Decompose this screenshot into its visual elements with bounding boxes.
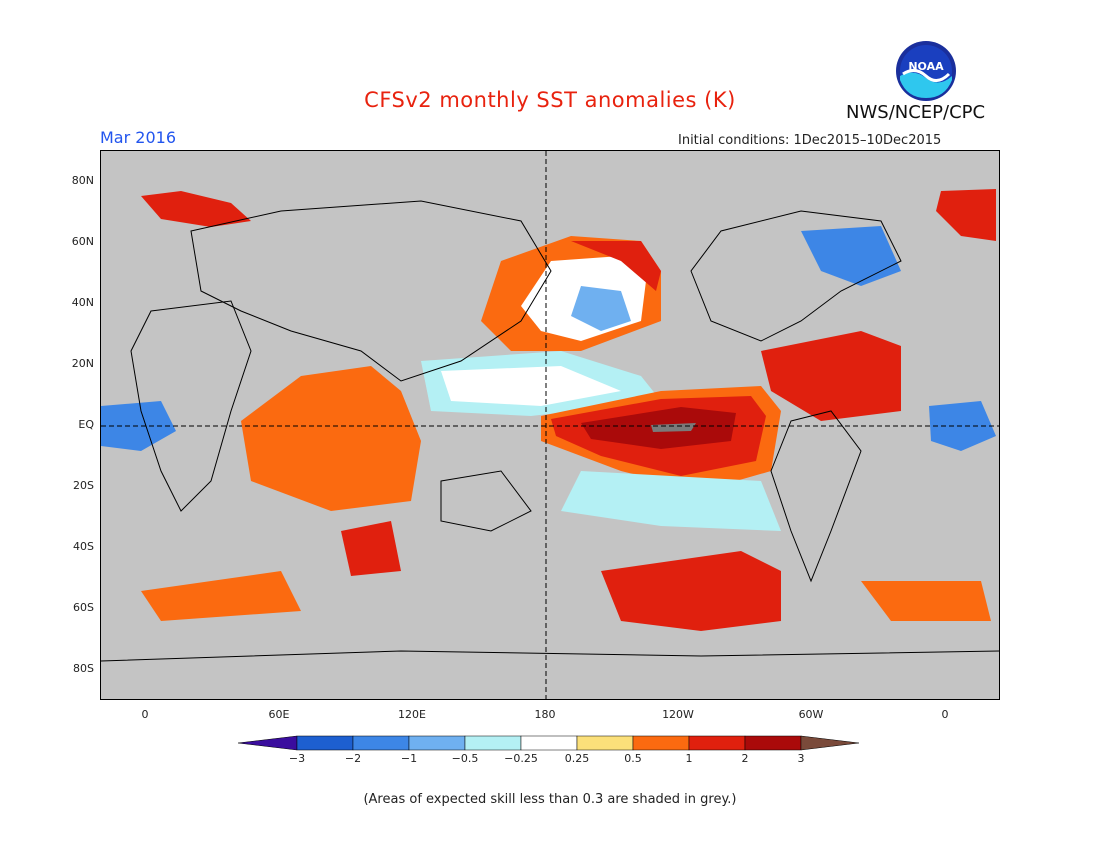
anomaly-gulf-alaska [571,241,661,291]
colorbar-tick: 2 [741,752,749,765]
lon-label: 120E [398,708,426,721]
lat-label: 60S [73,601,94,614]
anomaly-arctic-atlantic [141,191,251,227]
initial-conditions: Initial conditions: 1Dec2015–10Dec2015 [678,133,942,148]
forecast-month: Mar 2016 [100,128,176,147]
map-canvas [101,151,999,699]
colorbar-swatch [296,735,354,751]
anomaly-tropical-pacific-neutral [441,366,621,406]
colorbar-swatch [576,735,634,751]
colorbar-tick: −0.25 [504,752,538,765]
colorbar-arrow-low [238,735,298,751]
anomaly-nino-max [651,423,696,432]
lat-label: 80S [73,662,94,675]
lat-label: 20N [71,357,94,370]
lon-label: 0 [941,708,949,721]
colorbar-swatch [744,735,802,751]
colorbar-tick: 3 [797,752,805,765]
colorbar-swatch [688,735,746,751]
coastlines [101,200,999,662]
anomaly-gulf-guinea-east [929,401,996,451]
anomaly-southern-ocean-west [141,571,301,621]
map-title: CFSv2 monthly SST anomalies (K) [364,88,736,112]
lat-label: 60N [71,235,94,248]
lon-label: 60E [268,708,290,721]
lon-label: 120W [662,708,694,721]
agency-label: NWS/NCEP/CPC [846,102,986,123]
colorbar-swatches [238,735,860,751]
lat-label: 40S [73,540,94,553]
colorbar-tick: −2 [344,752,362,765]
colorbar-tick: 1 [685,752,693,765]
colorbar-swatch [464,735,522,751]
lat-label: 20S [73,479,94,492]
anomaly-gulf-guinea-west [101,401,176,451]
colorbar-tick: −1 [400,752,418,765]
lat-label: 80N [71,174,94,187]
anomaly-south-pacific-cool [561,471,781,531]
colorbar-swatch [632,735,690,751]
anomaly-arctic-east [936,189,996,241]
lon-label: 60W [798,708,824,721]
lon-label: 180 [534,708,556,721]
colorbar-tick: 0.5 [624,752,642,765]
colorbar-swatch [520,735,578,751]
colorbar [238,735,860,751]
colorbar-tick: 0.25 [564,752,590,765]
skill-note: (Areas of expected skill less than 0.3 a… [363,792,737,807]
colorbar-swatch [352,735,410,751]
sst-anomaly-map [100,150,1000,700]
colorbar-swatch [408,735,466,751]
colorbar-tick: −0.5 [451,752,479,765]
anomaly-south-pacific-warm [601,551,781,631]
colorbar-tick: −3 [288,752,306,765]
anomaly-tropical-atlantic [761,331,901,421]
lat-label: EQ [78,418,94,431]
anomaly-indian-ocean [241,366,421,511]
lon-label: 0 [141,708,149,721]
anomaly-north-atlantic-cool [801,226,901,286]
anomaly-north-pacific-cool [571,286,631,331]
logo-text: NOAA [908,60,944,73]
noaa-logo-icon: NOAA [895,40,957,102]
anomaly-south-indian-red [341,521,401,576]
anomaly-southern-ocean-east [861,581,991,621]
colorbar-arrow-high [800,735,860,751]
lat-label: 40N [71,296,94,309]
